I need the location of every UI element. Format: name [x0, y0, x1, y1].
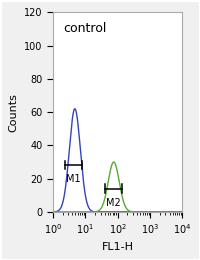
- X-axis label: FL1-H: FL1-H: [102, 242, 134, 252]
- Y-axis label: Counts: Counts: [8, 93, 18, 132]
- Text: M2: M2: [106, 198, 121, 208]
- Text: M1: M1: [66, 174, 81, 185]
- Text: control: control: [63, 22, 107, 35]
